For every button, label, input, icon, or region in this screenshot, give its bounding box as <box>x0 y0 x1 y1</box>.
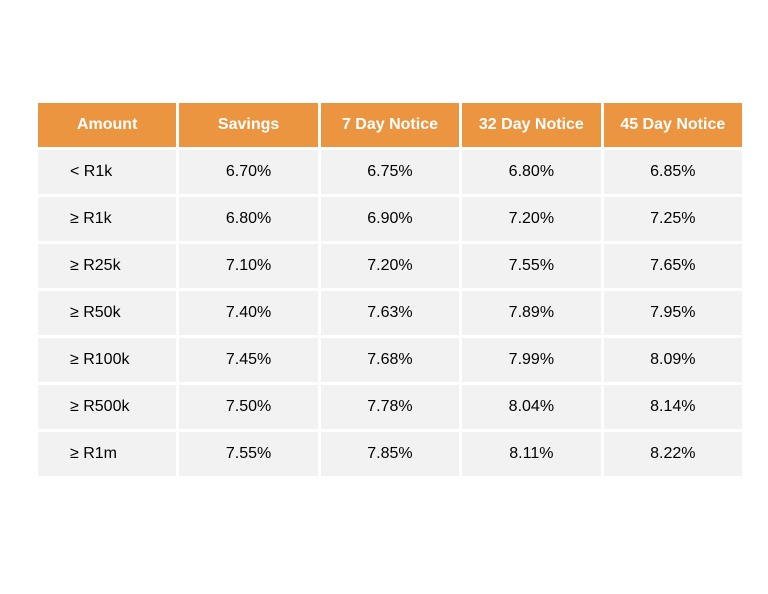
45-day-rate-cell: 8.14% <box>603 385 742 429</box>
amount-cell: < R1k <box>38 150 177 194</box>
32-day-rate-cell: 7.55% <box>462 244 601 288</box>
header-savings: Savings <box>179 103 318 147</box>
amount-cell: ≥ R500k <box>38 385 177 429</box>
table-row: ≥ R500k 7.50% 7.78% 8.04% 8.14% <box>38 385 742 429</box>
amount-cell: ≥ R25k <box>38 244 177 288</box>
45-day-rate-cell: 7.95% <box>603 291 742 335</box>
32-day-rate-cell: 7.20% <box>462 197 601 241</box>
7-day-rate-cell: 7.63% <box>320 291 460 335</box>
savings-rate-cell: 7.55% <box>179 432 318 476</box>
savings-rate-cell: 7.50% <box>179 385 318 429</box>
header-32-day-notice: 32 Day Notice <box>462 103 601 147</box>
amount-cell: ≥ R100k <box>38 338 177 382</box>
32-day-rate-cell: 7.99% <box>462 338 601 382</box>
7-day-rate-cell: 7.20% <box>320 244 460 288</box>
header-row: Amount Savings 7 Day Notice 32 Day Notic… <box>38 103 742 147</box>
header-45-day-notice: 45 Day Notice <box>603 103 742 147</box>
32-day-rate-cell: 7.89% <box>462 291 601 335</box>
45-day-rate-cell: 8.09% <box>603 338 742 382</box>
7-day-rate-cell: 6.90% <box>320 197 460 241</box>
header-amount: Amount <box>38 103 177 147</box>
7-day-rate-cell: 7.85% <box>320 432 460 476</box>
table-body: < R1k 6.70% 6.75% 6.80% 6.85% ≥ R1k 6.80… <box>38 150 742 476</box>
savings-rate-cell: 6.80% <box>179 197 318 241</box>
table-row: ≥ R25k 7.10% 7.20% 7.55% 7.65% <box>38 244 742 288</box>
table-row: < R1k 6.70% 6.75% 6.80% 6.85% <box>38 150 742 194</box>
savings-rate-cell: 7.40% <box>179 291 318 335</box>
table-row: ≥ R50k 7.40% 7.63% 7.89% 7.95% <box>38 291 742 335</box>
amount-cell: ≥ R1m <box>38 432 177 476</box>
7-day-rate-cell: 7.68% <box>320 338 460 382</box>
7-day-rate-cell: 7.78% <box>320 385 460 429</box>
savings-rate-cell: 7.10% <box>179 244 318 288</box>
table-header: Amount Savings 7 Day Notice 32 Day Notic… <box>38 103 742 147</box>
32-day-rate-cell: 8.11% <box>462 432 601 476</box>
32-day-rate-cell: 6.80% <box>462 150 601 194</box>
savings-rate-cell: 7.45% <box>179 338 318 382</box>
45-day-rate-cell: 7.25% <box>603 197 742 241</box>
savings-rate-cell: 6.70% <box>179 150 318 194</box>
7-day-rate-cell: 6.75% <box>320 150 460 194</box>
table-row: ≥ R100k 7.45% 7.68% 7.99% 8.09% <box>38 338 742 382</box>
45-day-rate-cell: 6.85% <box>603 150 742 194</box>
amount-cell: ≥ R1k <box>38 197 177 241</box>
45-day-rate-cell: 8.22% <box>603 432 742 476</box>
32-day-rate-cell: 8.04% <box>462 385 601 429</box>
interest-rate-table: Amount Savings 7 Day Notice 32 Day Notic… <box>35 100 745 479</box>
45-day-rate-cell: 7.65% <box>603 244 742 288</box>
table-row: ≥ R1k 6.80% 6.90% 7.20% 7.25% <box>38 197 742 241</box>
table-row: ≥ R1m 7.55% 7.85% 8.11% 8.22% <box>38 432 742 476</box>
amount-cell: ≥ R50k <box>38 291 177 335</box>
header-7-day-notice: 7 Day Notice <box>320 103 460 147</box>
